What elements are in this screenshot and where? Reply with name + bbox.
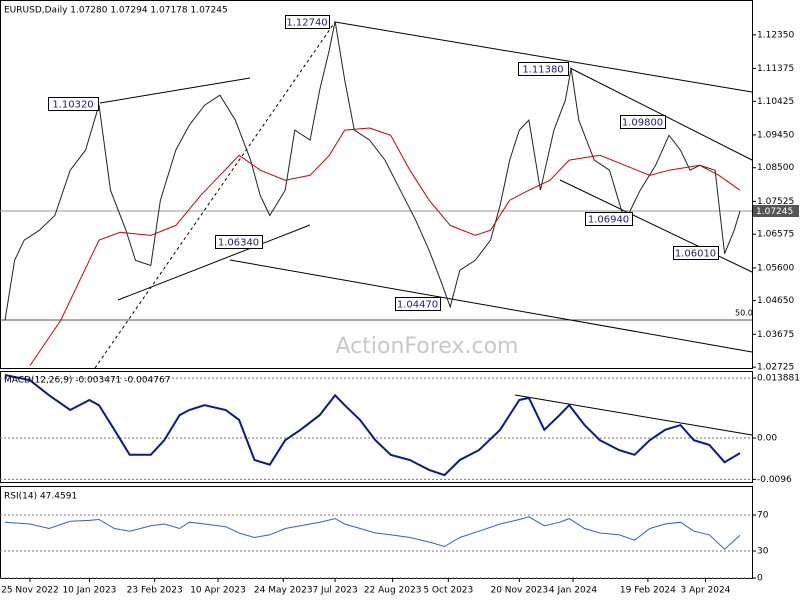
- y-tick-label: 1.11375: [757, 64, 794, 74]
- y-tick-label: 1.08500: [757, 163, 794, 173]
- x-tick-label: 5 Oct 2023: [423, 586, 473, 596]
- trend-line: [99, 77, 251, 104]
- y-tick-label: 1.09450: [757, 130, 794, 140]
- panel-title: EURUSD,Daily 1.07280 1.07294 1.07178 1.0…: [4, 6, 228, 16]
- fibo-label: 50.0: [735, 309, 753, 318]
- trend-line: [334, 21, 753, 93]
- annotation-label: 1.12740: [286, 18, 327, 29]
- y-tick-label: 1.10425: [757, 97, 794, 107]
- annotation-label: 1.04470: [397, 300, 438, 311]
- y-tick-label: 1.03675: [757, 330, 794, 340]
- annotation-box: [518, 62, 569, 76]
- rsi-panel: [0, 486, 753, 579]
- y-tick-label: 1.04650: [757, 296, 794, 306]
- annotation-label: 1.06940: [588, 215, 629, 226]
- series-line: [4, 21, 741, 321]
- annotation-box: [48, 97, 99, 111]
- macd-panel: [0, 371, 753, 483]
- y-tick-label: 0.013881: [757, 374, 800, 384]
- trend-lines: [94, 21, 753, 436]
- y-tick-label: 0: [757, 574, 763, 584]
- annotation-label: 1.09800: [622, 118, 663, 129]
- annotation-box: [285, 15, 330, 29]
- x-tick-label: 7 Jul 2023: [312, 586, 357, 596]
- annotation-label: 1.06010: [675, 249, 716, 260]
- trend-line: [117, 224, 311, 301]
- series-line: [4, 516, 741, 550]
- x-tick-label: 24 May 2023: [254, 586, 313, 596]
- x-tick-label: 20 Nov 2023: [490, 586, 548, 596]
- y-tick-label: 30: [757, 547, 769, 557]
- annotation-box: [395, 297, 441, 311]
- y-tick-label: 70: [757, 511, 769, 521]
- annotation-box: [215, 235, 263, 249]
- annotation-label: 1.11380: [522, 65, 563, 76]
- x-tick-label: 10 Apr 2023: [190, 586, 246, 596]
- trend-line: [229, 259, 753, 353]
- y-tick-label: 1.06575: [757, 230, 794, 240]
- y-tick-label: 1.07525: [757, 197, 794, 207]
- trend-line: [559, 179, 753, 273]
- panel-title: RSI(14) 47.4591: [4, 492, 77, 502]
- y-tick-label: -0.0096: [757, 475, 792, 485]
- series-line: [29, 127, 741, 366]
- panel-title: MACD(12,26,9) -0.003471 -0.004767: [4, 376, 170, 386]
- trend-line: [569, 67, 753, 161]
- x-tick-label: 4 Jan 2024: [549, 586, 597, 596]
- x-tick-label: 23 Feb 2023: [127, 586, 183, 596]
- x-tick-label: 10 Jan 2023: [62, 586, 116, 596]
- trend-line: [514, 394, 753, 436]
- trend-line: [94, 21, 336, 369]
- price-panel: [0, 0, 753, 369]
- x-tick-label: 25 Nov 2022: [1, 586, 59, 596]
- annotation-label: 1.10320: [52, 100, 93, 111]
- x-tick-label: 19 Feb 2024: [620, 586, 676, 596]
- last-price-label: 1.07245: [756, 207, 793, 217]
- watermark: ActionForex.com: [336, 334, 519, 359]
- x-tick-label: 22 Aug 2023: [364, 586, 422, 596]
- y-tick-label: 0.00: [757, 434, 777, 444]
- last-price-box: [753, 205, 799, 217]
- annotation-label: 1.06340: [218, 238, 259, 249]
- annotation-box: [620, 115, 666, 129]
- y-tick-label: 1.12350: [757, 30, 794, 40]
- x-tick-label: 3 Apr 2024: [680, 586, 730, 596]
- annotation-box: [673, 246, 719, 260]
- annotation-box: [585, 212, 633, 226]
- y-tick-label: 1.05600: [757, 263, 794, 273]
- y-tick-label: 1.02725: [757, 363, 794, 373]
- series-line: [4, 374, 741, 477]
